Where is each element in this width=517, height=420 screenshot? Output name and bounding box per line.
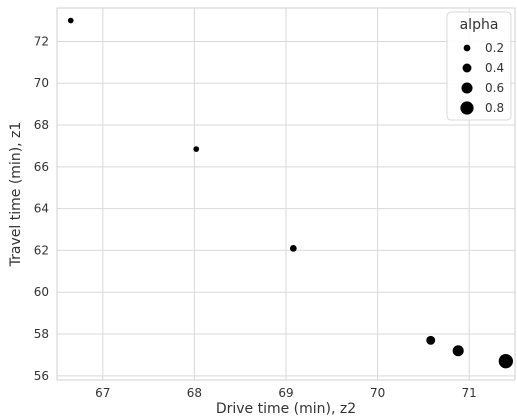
- data-point: [193, 146, 200, 152]
- data-points: [67, 17, 513, 369]
- grid: [57, 8, 515, 380]
- y-axis-label: Travel time (min), z1: [8, 122, 24, 268]
- y-tick-label: 64: [34, 202, 49, 216]
- data-point: [67, 17, 74, 24]
- y-tick-label: 66: [34, 160, 49, 174]
- y-tick-label: 70: [34, 76, 49, 90]
- x-axis-label: Drive time (min), z2: [216, 401, 356, 417]
- data-point: [426, 335, 436, 345]
- legend-label: 0.8: [485, 101, 504, 115]
- y-tick-label: 56: [34, 369, 49, 383]
- y-tick-label: 62: [34, 243, 49, 257]
- legend-label: 0.6: [485, 81, 504, 95]
- legend-marker: [463, 44, 471, 52]
- legend-marker: [462, 63, 472, 73]
- data-point: [498, 354, 513, 369]
- plot-frame: [56, 7, 516, 381]
- x-tick-label: 68: [187, 386, 202, 400]
- tick-labels: 67 68 69 70 71 56 58 60 62 64 66 68 70 72: [34, 34, 477, 400]
- legend-box: [446, 11, 512, 121]
- y-tick-label: 68: [34, 118, 49, 132]
- data-point: [289, 244, 297, 252]
- legend-title: alpha: [460, 17, 499, 33]
- legend: alpha 0.2 0.4 0.6 0.8: [446, 11, 512, 121]
- y-tick-label: 58: [34, 327, 49, 341]
- x-tick-label: 69: [278, 386, 293, 400]
- y-tick-label: 72: [34, 34, 49, 48]
- y-tick-label: 60: [34, 285, 49, 299]
- x-tick-label: 67: [95, 386, 110, 400]
- legend-marker: [461, 82, 473, 94]
- legend-marker: [460, 101, 474, 115]
- data-point: [452, 345, 464, 357]
- legend-label: 0.2: [485, 41, 504, 55]
- legend-label: 0.4: [485, 61, 504, 75]
- x-tick-label: 70: [370, 386, 385, 400]
- x-tick-label: 71: [462, 386, 477, 400]
